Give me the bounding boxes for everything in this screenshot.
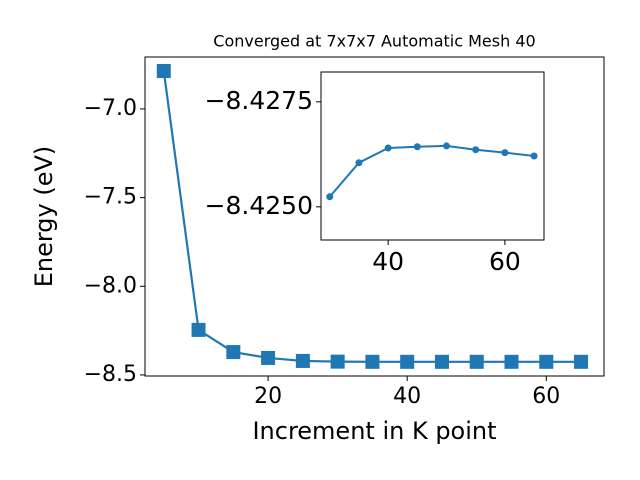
marker bbox=[261, 350, 276, 365]
marker bbox=[530, 152, 538, 160]
y-tick-label: −8.0 bbox=[84, 273, 137, 298]
x-tick-label: 40 bbox=[393, 384, 421, 409]
axes-frame bbox=[144, 56, 605, 377]
marker bbox=[413, 143, 421, 151]
series-line bbox=[328, 144, 535, 198]
x-axis-label: Increment in K point bbox=[252, 417, 496, 445]
x-tick-label: 60 bbox=[532, 384, 560, 409]
axes-background bbox=[321, 72, 544, 240]
y-tick-label: −7.5 bbox=[84, 185, 137, 210]
marker bbox=[539, 354, 554, 369]
marker bbox=[191, 322, 206, 337]
y-axis-label: Energy (eV) bbox=[30, 146, 58, 288]
marker bbox=[365, 354, 380, 369]
marker bbox=[384, 144, 392, 152]
marker bbox=[355, 159, 363, 167]
y-tick-label: −7.0 bbox=[84, 96, 137, 121]
marker bbox=[434, 354, 449, 369]
marker bbox=[295, 353, 310, 368]
x-tick-label: 60 bbox=[489, 247, 521, 276]
x-tick-label: 20 bbox=[254, 384, 282, 409]
y-tick-label: −8.5 bbox=[84, 362, 137, 387]
marker bbox=[501, 149, 509, 157]
marker bbox=[469, 354, 484, 369]
marker bbox=[156, 64, 171, 79]
marker bbox=[472, 146, 480, 154]
marker bbox=[504, 354, 519, 369]
chart-title: Converged at 7x7x7 Automatic Mesh 40 bbox=[213, 32, 535, 51]
y-tick-label: −8.4275 bbox=[205, 86, 313, 115]
axes-frame bbox=[320, 71, 545, 241]
y-tick-label: −8.4250 bbox=[205, 191, 313, 220]
marker bbox=[326, 193, 334, 201]
marker bbox=[443, 142, 451, 150]
x-tick-label: 40 bbox=[372, 247, 404, 276]
marker bbox=[226, 345, 241, 360]
marker bbox=[330, 354, 345, 369]
marker bbox=[400, 354, 415, 369]
marker bbox=[574, 354, 589, 369]
